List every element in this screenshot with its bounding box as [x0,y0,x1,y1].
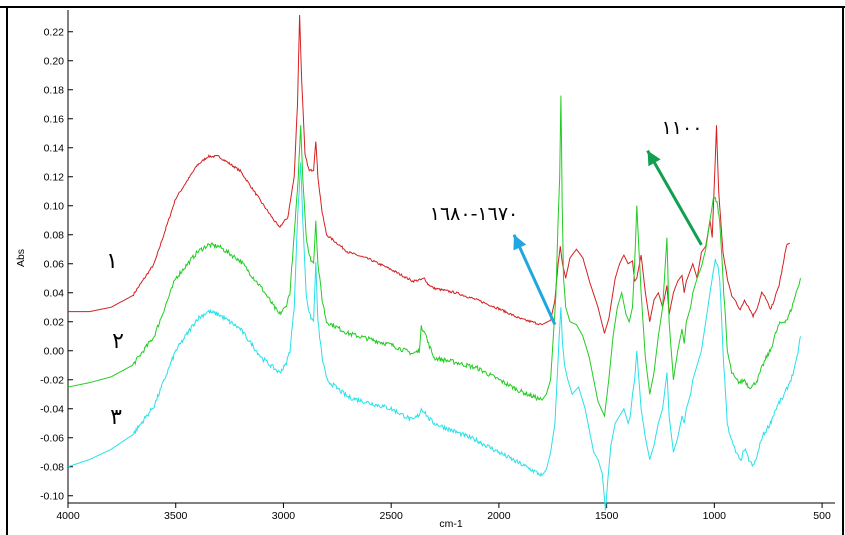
y-tick-label: 0.10 [44,200,65,212]
annotation-label-2: ١١٠٠ [662,117,703,139]
plot-area [67,10,835,504]
x-tick-label: 500 [813,510,831,522]
x-tick-label: 3500 [164,510,188,522]
y-tick-label: 0.06 [44,258,65,270]
y-tick-label: 0.18 [44,84,65,96]
y-axis-ticks: 0.22 0.20 0.18 0.16 0.14 0.12 0.10 0.08 0.06 0.04… [40,26,73,502]
annotation-label-1: ١٦٧٠-١٦٨٠ [430,203,519,225]
series-label-1: ١ [106,249,118,274]
annotation-arrowhead-1 [513,234,527,251]
series-line-1 [68,14,790,334]
series-layer: ١ ٢ ٣ [67,14,801,511]
x-axis-ticks: 4000 3500 3000 2500 2000 1500 1000 500 [56,503,831,522]
y-tick-label: 0.16 [44,113,65,125]
x-tick-label: 2500 [379,510,403,522]
x-tick-label: 4000 [56,510,80,522]
x-tick-label: 2000 [487,510,511,522]
y-tick-label: 0.00 [44,345,65,357]
x-tick-label: 1000 [703,510,727,522]
y-axis-label: Abs [15,249,27,267]
y-tick-label: -0.04 [40,403,64,415]
y-tick-label: -0.06 [40,432,64,444]
y-tick-label: 0.14 [44,142,65,154]
series-label-3: ٣ [110,405,122,430]
annotation-arrowhead-2 [647,150,661,167]
series-line-2 [67,95,801,418]
series-line-3 [67,162,801,511]
y-tick-label: 0.08 [44,229,65,241]
x-tick-label: 1500 [595,510,619,522]
x-tick-label: 3000 [272,510,296,522]
annotation-layer: ١٦٧٠-١٦٨٠ ١١٠٠ [430,117,703,326]
y-tick-label: 0.22 [44,26,65,38]
y-tick-label: -0.08 [40,461,64,473]
y-tick-label: 0.04 [44,287,65,299]
annotation-arrow-2 [646,149,703,246]
y-tick-label: 0.02 [44,316,65,328]
y-tick-label: 0.20 [44,55,65,67]
series-label-2: ٢ [112,329,124,354]
y-tick-label: -0.02 [40,374,64,386]
y-tick-label: 0.12 [44,171,65,183]
x-axis-label: cm-1 [439,518,462,530]
annotation-arrow-1 [512,234,557,326]
y-tick-label: -0.10 [40,490,64,502]
